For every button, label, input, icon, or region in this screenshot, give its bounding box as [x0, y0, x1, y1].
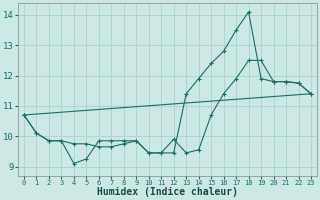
X-axis label: Humidex (Indice chaleur): Humidex (Indice chaleur) [97, 187, 238, 197]
